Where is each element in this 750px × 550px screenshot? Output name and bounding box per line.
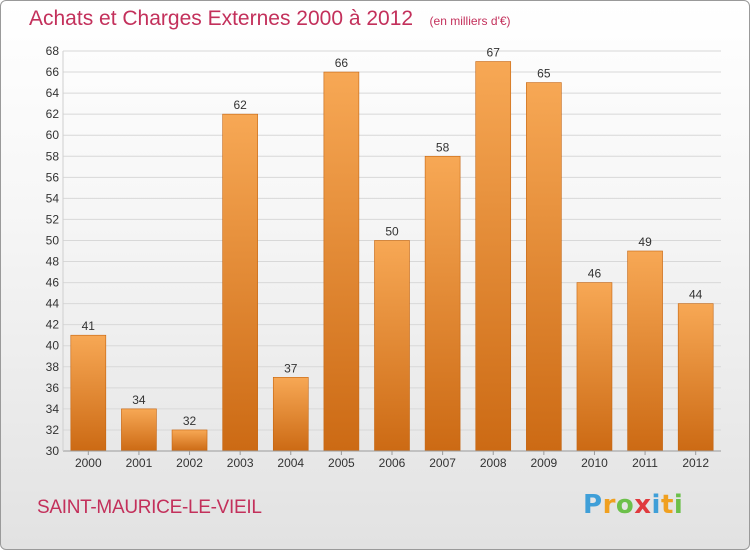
bar-value-label: 67 (487, 46, 501, 60)
x-tick-label: 2002 (176, 456, 203, 470)
y-tick-label: 40 (46, 339, 60, 353)
bar (171, 429, 208, 452)
chart-heading: Achats et Charges Externes 2000 à 2012 (… (29, 7, 511, 31)
bar (677, 303, 714, 452)
commune-name: SAINT-MAURICE-LE-VIEIL (37, 497, 262, 518)
bar-value-label: 44 (689, 288, 703, 302)
x-tick-label: 2001 (126, 456, 153, 470)
bar-value-label: 37 (284, 361, 298, 375)
y-tick-label: 54 (46, 191, 60, 205)
bars (70, 61, 714, 452)
y-tick-label: 64 (46, 86, 60, 100)
y-tick-label: 52 (46, 212, 60, 226)
y-tick-label: 42 (46, 318, 60, 332)
bar (70, 334, 107, 452)
x-tick-label: 2010 (581, 456, 608, 470)
y-tick-label: 58 (46, 149, 60, 163)
x-axis-labels: 2000 2001 2002 2003 2004 2005 2006 2007 2008 2009… (75, 451, 709, 470)
x-tick-label: 2009 (530, 456, 557, 470)
x-tick-label: 2000 (75, 456, 102, 470)
logo-letter: x (634, 490, 652, 520)
bar-value-label: 46 (588, 267, 602, 281)
bar (222, 113, 258, 452)
bar (121, 408, 157, 452)
bar (576, 282, 613, 452)
bar (323, 71, 360, 452)
y-tick-label: 50 (46, 233, 60, 247)
x-tick-label: 2007 (429, 456, 456, 470)
bar-value-label: 62 (233, 98, 247, 112)
chart-title: Achats et Charges Externes 2000 à 2012 (29, 7, 414, 30)
y-tick-label: 56 (46, 170, 60, 184)
bar-value-label: 65 (537, 67, 551, 81)
bar-value-label: 50 (385, 224, 399, 238)
x-tick-label: 2003 (227, 456, 254, 470)
y-tick-label: 44 (46, 297, 60, 311)
y-tick-label: 48 (46, 255, 60, 269)
bar-value-label: 32 (183, 414, 197, 428)
y-tick-label: 60 (46, 128, 60, 142)
x-tick-label: 2006 (379, 456, 406, 470)
x-tick-label: 2004 (277, 456, 304, 470)
y-tick-label: 68 (46, 44, 60, 58)
x-tick-label: 2012 (682, 456, 709, 470)
bar (272, 377, 309, 452)
bar (475, 61, 512, 452)
bar-value-label: 34 (132, 393, 146, 407)
y-tick-label: 36 (46, 381, 60, 395)
logo-letter: t (660, 490, 674, 520)
data-labels: 41 34 32 62 37 66 50 58 67 65 46 49 44 (82, 46, 703, 428)
y-axis-labels: 30 32 34 36 38 40 42 44 46 48 50 52 54 56 58 60 62 64 66 68 (46, 44, 60, 458)
y-tick-label: 66 (46, 65, 60, 79)
chart-subtitle: (en milliers d'€) (429, 14, 511, 28)
proxiti-logo: Proxiti (583, 490, 683, 520)
y-tick-label: 62 (46, 107, 60, 121)
bar-value-label: 58 (436, 140, 450, 154)
bar (526, 82, 562, 452)
bar-value-label: 41 (82, 319, 96, 333)
bar (424, 155, 461, 452)
y-tick-label: 38 (46, 360, 60, 374)
bar (374, 240, 410, 452)
y-tick-label: 34 (46, 402, 60, 416)
x-tick-label: 2011 (632, 456, 658, 470)
logo-letter: i (673, 490, 684, 520)
logo-letter: P (583, 490, 603, 520)
y-tick-label: 30 (46, 444, 60, 458)
y-tick-label: 32 (46, 423, 60, 437)
x-tick-label: 2008 (480, 456, 507, 470)
bar-value-label: 66 (335, 56, 349, 70)
bar (627, 250, 663, 452)
bar-value-label: 49 (638, 235, 652, 249)
y-tick-label: 46 (46, 276, 60, 290)
logo-letter: r (602, 490, 616, 520)
logo-letter: i (651, 490, 661, 520)
x-tick-label: 2005 (328, 456, 355, 470)
logo-letter: o (615, 490, 635, 520)
